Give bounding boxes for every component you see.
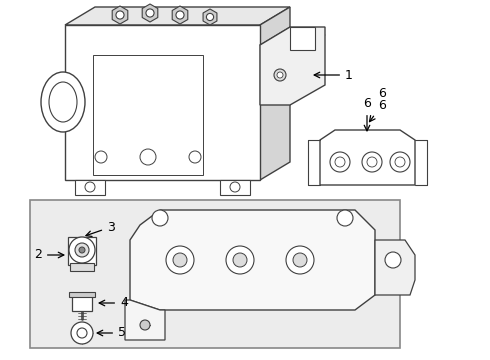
Circle shape (173, 253, 187, 267)
Polygon shape (260, 27, 325, 105)
Polygon shape (320, 130, 415, 185)
Circle shape (116, 11, 124, 19)
Bar (72, 295, 92, 311)
Circle shape (140, 149, 156, 165)
Circle shape (293, 253, 307, 267)
Bar (30, 200, 400, 348)
Polygon shape (142, 4, 158, 22)
Circle shape (367, 157, 377, 167)
Circle shape (233, 253, 247, 267)
Polygon shape (203, 9, 217, 25)
Ellipse shape (41, 72, 85, 132)
Polygon shape (290, 27, 315, 50)
Text: 2: 2 (34, 248, 64, 261)
Circle shape (71, 322, 93, 344)
Polygon shape (375, 240, 415, 295)
Polygon shape (65, 7, 290, 25)
Circle shape (75, 243, 89, 257)
Polygon shape (125, 300, 165, 340)
Text: 6: 6 (363, 97, 371, 131)
Polygon shape (172, 6, 188, 24)
Circle shape (385, 252, 401, 268)
Bar (65, 25, 260, 180)
Polygon shape (112, 6, 128, 24)
Circle shape (362, 152, 382, 172)
Polygon shape (260, 7, 290, 180)
Text: 1: 1 (314, 68, 353, 81)
Text: 3: 3 (86, 220, 115, 237)
Circle shape (286, 246, 314, 274)
Circle shape (330, 152, 350, 172)
Polygon shape (75, 180, 105, 195)
Bar (93, 55, 203, 175)
Text: 6: 6 (369, 99, 386, 122)
Circle shape (79, 247, 85, 253)
Circle shape (274, 69, 286, 81)
Circle shape (85, 182, 95, 192)
Text: 5: 5 (97, 327, 126, 339)
Polygon shape (220, 180, 250, 195)
Bar (68, 237, 96, 265)
Circle shape (206, 13, 214, 21)
Circle shape (395, 157, 405, 167)
Circle shape (176, 11, 184, 19)
Circle shape (230, 182, 240, 192)
Circle shape (390, 152, 410, 172)
Text: 6: 6 (378, 87, 386, 100)
Circle shape (277, 72, 283, 78)
Circle shape (146, 9, 154, 17)
Circle shape (166, 246, 194, 274)
Circle shape (152, 210, 168, 226)
Circle shape (140, 320, 150, 330)
Polygon shape (130, 210, 375, 310)
Bar (69, 292, 95, 297)
Circle shape (226, 246, 254, 274)
Ellipse shape (49, 82, 77, 122)
Circle shape (189, 151, 201, 163)
Circle shape (77, 328, 87, 338)
Circle shape (69, 237, 95, 263)
Circle shape (335, 157, 345, 167)
Text: 4: 4 (99, 297, 128, 310)
Circle shape (337, 210, 353, 226)
Bar (70, 263, 94, 271)
Circle shape (95, 151, 107, 163)
